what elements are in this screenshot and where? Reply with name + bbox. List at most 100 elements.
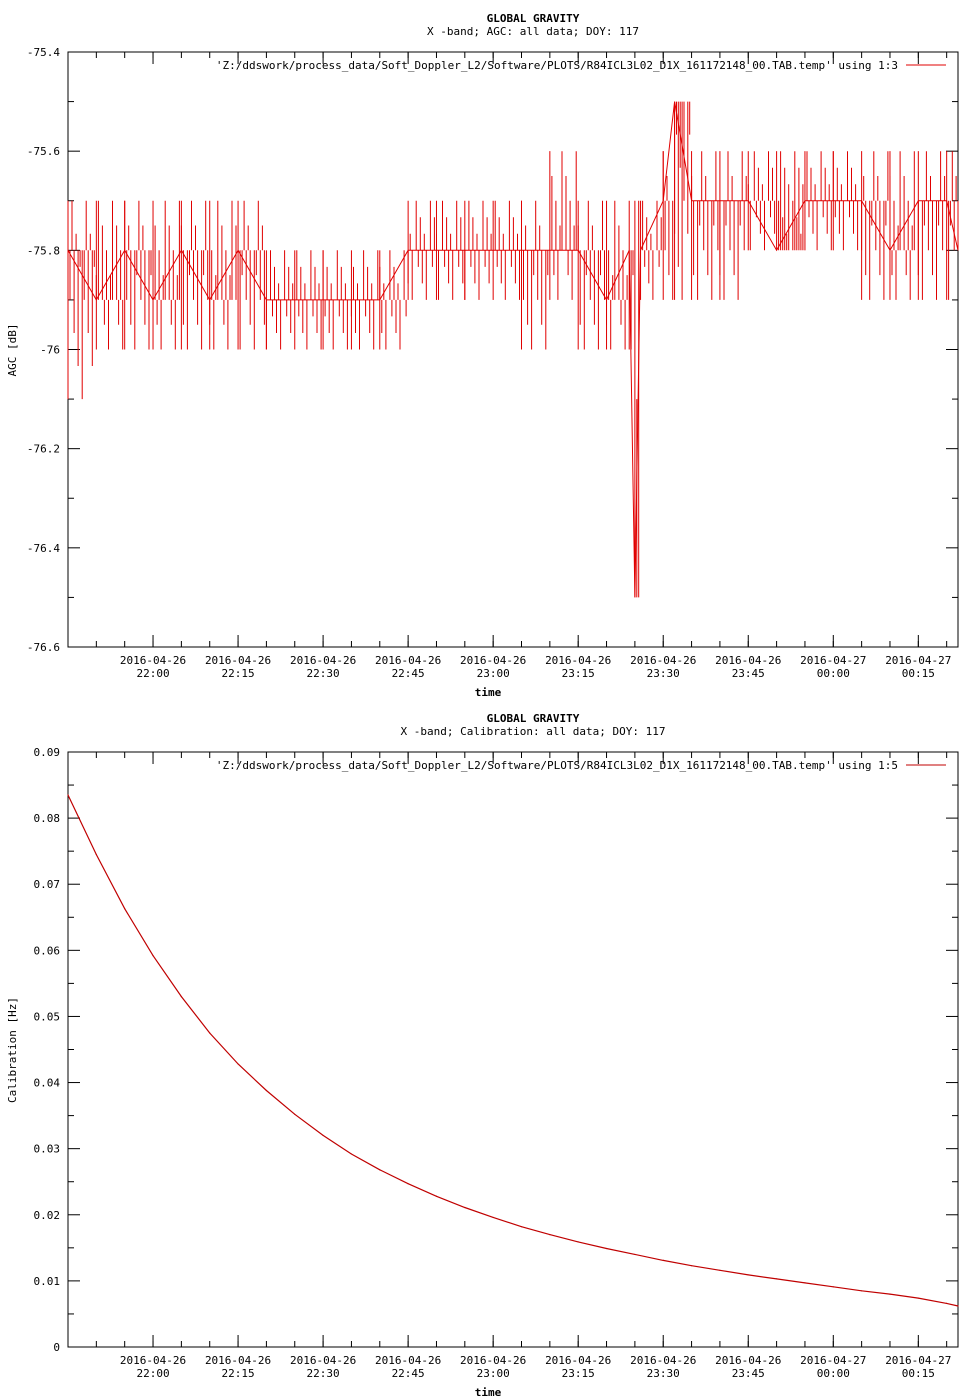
x-tick-date-label: 2016-04-26 [460, 1354, 526, 1367]
x-tick-time-label: 22:00 [136, 1367, 169, 1380]
data-point [407, 1183, 409, 1185]
legend-label: 'Z:/ddswork/process_data/Soft_Doppler_L2… [216, 759, 898, 772]
data-point [350, 1153, 353, 1155]
x-tick-date-label: 2016-04-26 [630, 654, 696, 667]
y-tick-label: -75.4 [27, 46, 60, 59]
data-point [265, 1089, 268, 1092]
x-axis-label: time [475, 1386, 502, 1399]
y-tick-label: 0.08 [34, 812, 61, 825]
chart-title: GLOBAL GRAVITY [487, 712, 580, 725]
x-tick-date-label: 2016-04-26 [375, 1354, 441, 1367]
x-tick-time-label: 23:00 [477, 1367, 510, 1380]
series-noise-band [67, 101, 957, 598]
series-line [67, 794, 959, 1307]
data-point [294, 1113, 296, 1115]
y-tick-label: 0.05 [34, 1010, 61, 1023]
x-tick-time-label: 00:15 [902, 1367, 935, 1380]
x-tick-date-label: 2016-04-26 [290, 1354, 356, 1367]
x-tick-date-label: 2016-04-26 [205, 1354, 271, 1367]
x-tick-time-label: 22:15 [222, 1367, 255, 1380]
y-tick-label: 0.01 [34, 1275, 61, 1288]
y-tick-label: -76.2 [27, 443, 60, 456]
x-tick-date-label: 2016-04-26 [545, 1354, 611, 1367]
data-point [67, 794, 69, 796]
data-point [690, 1265, 693, 1267]
x-tick-time-label: 22:30 [307, 667, 340, 680]
x-tick-time-label: 00:15 [902, 667, 935, 680]
data-point [549, 1234, 551, 1236]
x-tick-date-label: 2016-04-26 [120, 654, 186, 667]
x-tick-time-label: 23:30 [647, 667, 680, 680]
x-tick-time-label: 23:45 [732, 667, 765, 680]
x-tick-date-label: 2016-04-26 [120, 1354, 186, 1367]
data-point [152, 955, 154, 957]
data-point [804, 1282, 806, 1284]
x-tick-time-label: 23:45 [732, 1367, 765, 1380]
x-axis-label: time [475, 686, 502, 699]
data-point [832, 1286, 834, 1288]
x-tick-date-label: 2016-04-26 [290, 654, 356, 667]
x-tick-date-label: 2016-04-27 [885, 1354, 951, 1367]
x-tick-date-label: 2016-04-26 [715, 1354, 781, 1367]
x-tick-time-label: 22:00 [136, 667, 169, 680]
x-tick-time-label: 22:45 [392, 1367, 425, 1380]
x-tick-date-label: 2016-04-26 [375, 654, 441, 667]
y-tick-label: 0.06 [34, 944, 61, 957]
x-tick-time-label: 23:30 [647, 1367, 680, 1380]
y-tick-label: 0.03 [34, 1143, 61, 1156]
data-point [379, 1169, 381, 1171]
y-axis-label: AGC [dB] [6, 324, 19, 377]
x-tick-date-label: 2016-04-26 [715, 654, 781, 667]
y-tick-label: 0.02 [34, 1209, 61, 1222]
x-tick-date-label: 2016-04-26 [205, 654, 271, 667]
x-tick-date-label: 2016-04-27 [885, 654, 951, 667]
data-point [861, 1290, 863, 1292]
data-point [662, 1259, 664, 1261]
y-tick-label: -76.4 [27, 542, 60, 555]
y-tick-label: 0.09 [34, 746, 61, 759]
y-tick-label: -76.6 [27, 641, 60, 654]
data-point [719, 1269, 721, 1271]
y-tick-label: -75.6 [27, 145, 60, 158]
data-point [946, 1302, 948, 1304]
x-tick-date-label: 2016-04-26 [460, 654, 526, 667]
data-point [957, 1305, 959, 1307]
x-tick-time-label: 00:00 [817, 667, 850, 680]
data-point [577, 1241, 579, 1243]
data-point [124, 908, 126, 910]
data-point [492, 1216, 494, 1219]
plot-frame [67, 751, 959, 1348]
data-point [634, 1253, 636, 1256]
data-point [435, 1195, 438, 1197]
y-tick-label: 0.04 [34, 1077, 61, 1090]
x-tick-time-label: 00:00 [817, 1367, 850, 1380]
x-tick-date-label: 2016-04-26 [630, 1354, 696, 1367]
data-point [237, 1063, 239, 1065]
y-tick-label: -76 [40, 344, 60, 357]
chart-subtitle: X -band; Calibration: all data; DOY: 117 [401, 725, 666, 738]
x-tick-time-label: 23:15 [562, 1367, 595, 1380]
x-tick-time-label: 22:15 [222, 667, 255, 680]
data-point [180, 996, 182, 998]
x-tick-time-label: 23:00 [477, 667, 510, 680]
x-tick-time-label: 23:15 [562, 667, 595, 680]
y-axis-label: Calibration [Hz] [6, 997, 19, 1103]
y-tick-label: -75.8 [27, 244, 60, 257]
y-tick-label: 0.07 [34, 878, 61, 891]
data-point [917, 1297, 919, 1299]
x-tick-time-label: 22:30 [307, 1367, 340, 1380]
data-point [95, 853, 97, 856]
data-point [209, 1032, 211, 1034]
x-tick-time-label: 22:45 [392, 667, 425, 680]
chart-subtitle: X -band; AGC: all data; DOY: 117 [427, 25, 639, 38]
data-point [747, 1274, 749, 1276]
x-tick-date-label: 2016-04-27 [800, 654, 866, 667]
data-point [605, 1247, 608, 1250]
data-point [775, 1278, 778, 1280]
data-point [464, 1206, 466, 1209]
data-point [520, 1226, 523, 1228]
series-line [67, 101, 959, 598]
legend-label: 'Z:/ddswork/process_data/Soft_Doppler_L2… [216, 59, 898, 72]
data-point [889, 1293, 891, 1295]
